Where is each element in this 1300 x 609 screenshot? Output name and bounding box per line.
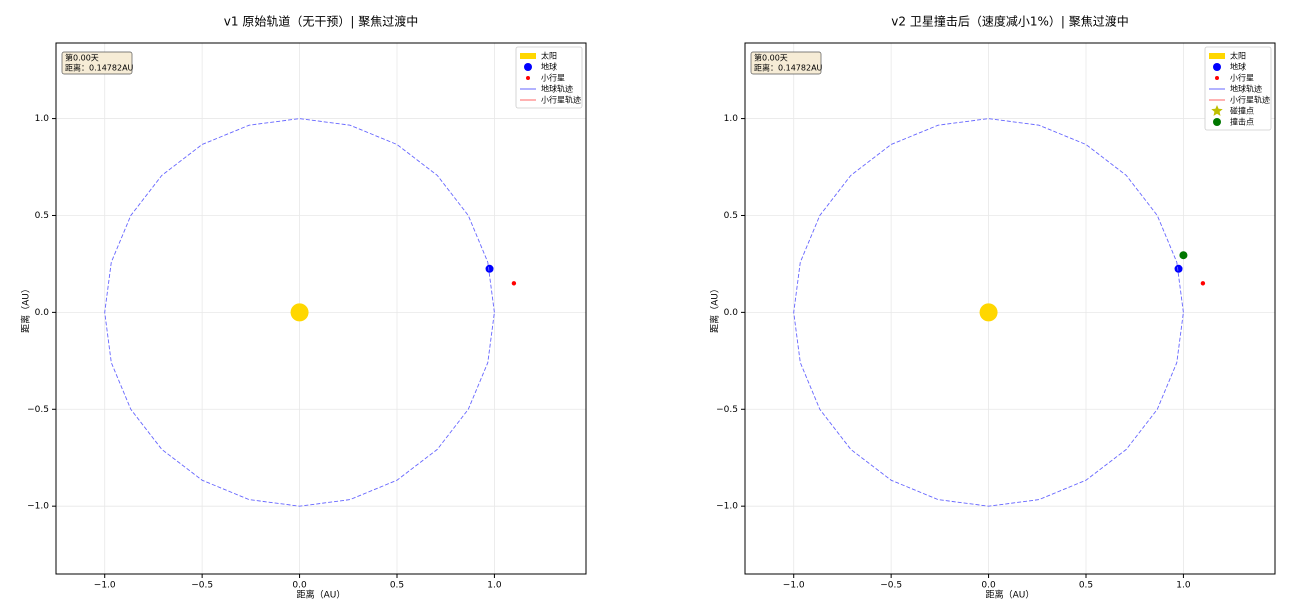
- point: [485, 264, 494, 273]
- legend-swatch: [1209, 53, 1225, 59]
- annotation-box: [750, 51, 822, 75]
- legend-label: 地球轨迹: [1230, 84, 1262, 94]
- x-tick-label: −0.5: [191, 581, 213, 591]
- subplot: v2 卫星撞击后（速度减小1%）| 聚焦过渡中 −1.0 −0.5 0.0 0.5 1.0…: [709, 14, 1276, 601]
- x-tick-label: −1.0: [783, 581, 805, 591]
- y-tick-label: −0.5: [27, 405, 49, 415]
- y-tick-label: 0.0: [724, 308, 739, 318]
- legend-swatch: [520, 53, 536, 59]
- annotation-text: 第0.00天: [754, 53, 788, 63]
- legend-label: 小行星轨迹: [541, 95, 581, 105]
- y-tick-label: 1.0: [35, 114, 50, 124]
- x-axis-label: 距离（AU）: [986, 589, 1035, 601]
- x-tick-label: −1.0: [94, 581, 116, 591]
- axes-frame: [744, 42, 1276, 575]
- annotation-box: [61, 51, 133, 75]
- point: [511, 281, 517, 286]
- x-tick-label: 0.5: [1079, 581, 1093, 591]
- orbit-line: [104, 118, 495, 507]
- annotation-text: 距离：0.14782AU: [65, 63, 134, 73]
- point: [1200, 281, 1206, 286]
- x-tick-label: 0.5: [390, 581, 404, 591]
- y-tick-label: 0.0: [35, 308, 50, 318]
- legend-label: 碰撞点: [1230, 106, 1254, 116]
- legend-label: 小行星: [1230, 73, 1254, 83]
- legend-swatch: [1213, 118, 1221, 126]
- y-tick-label: 0.5: [724, 211, 738, 221]
- legend-swatch: [1213, 63, 1221, 71]
- y-tick-label: 1.0: [724, 114, 739, 124]
- point: [290, 303, 309, 322]
- legend-label: 地球: [541, 62, 557, 72]
- chart-title: v1 原始轨道（无干预）| 聚焦过渡中: [224, 14, 418, 29]
- y-tick-label: −1.0: [716, 502, 738, 512]
- x-tick-label: 1.0: [487, 581, 502, 591]
- x-tick-label: 0.0: [981, 581, 996, 591]
- legend-label: 太阳: [1230, 51, 1246, 61]
- legend-swatch: [526, 76, 530, 80]
- legend-label: 小行星: [541, 73, 565, 83]
- subplot: v1 原始轨道（无干预）| 聚焦过渡中 −1.0 −0.5 0.0 0.5 1.0 −1.0…: [20, 14, 587, 601]
- y-tick-label: −0.5: [716, 405, 738, 415]
- point: [1179, 251, 1188, 260]
- legend-swatch: [1211, 105, 1223, 116]
- chart-title: v2 卫星撞击后（速度减小1%）| 聚焦过渡中: [891, 14, 1128, 29]
- annotation-text: 距离：0.14782AU: [754, 63, 823, 73]
- orbit-line: [793, 118, 1184, 507]
- annotation-text: 第0.00天: [65, 53, 99, 63]
- y-axis-label: 距离（AU）: [709, 284, 721, 333]
- y-tick-label: 0.5: [35, 211, 49, 221]
- legend-swatch: [524, 63, 532, 71]
- x-axis-label: 距离（AU）: [297, 589, 346, 601]
- legend-box: [515, 46, 583, 109]
- point: [1174, 264, 1183, 273]
- legend-swatch: [1215, 76, 1219, 80]
- legend-label: 小行星轨迹: [1230, 95, 1270, 105]
- y-tick-label: −1.0: [27, 502, 49, 512]
- x-tick-label: 0.0: [292, 581, 307, 591]
- axes-frame: [55, 42, 587, 575]
- legend-label: 撞击点: [1230, 117, 1254, 127]
- legend-label: 太阳: [541, 51, 557, 61]
- legend-label: 地球轨迹: [541, 84, 573, 94]
- point: [979, 303, 998, 322]
- y-axis-label: 距离（AU）: [20, 284, 32, 333]
- x-tick-label: 1.0: [1176, 581, 1191, 591]
- x-tick-label: −0.5: [880, 581, 902, 591]
- legend-label: 地球: [1230, 62, 1246, 72]
